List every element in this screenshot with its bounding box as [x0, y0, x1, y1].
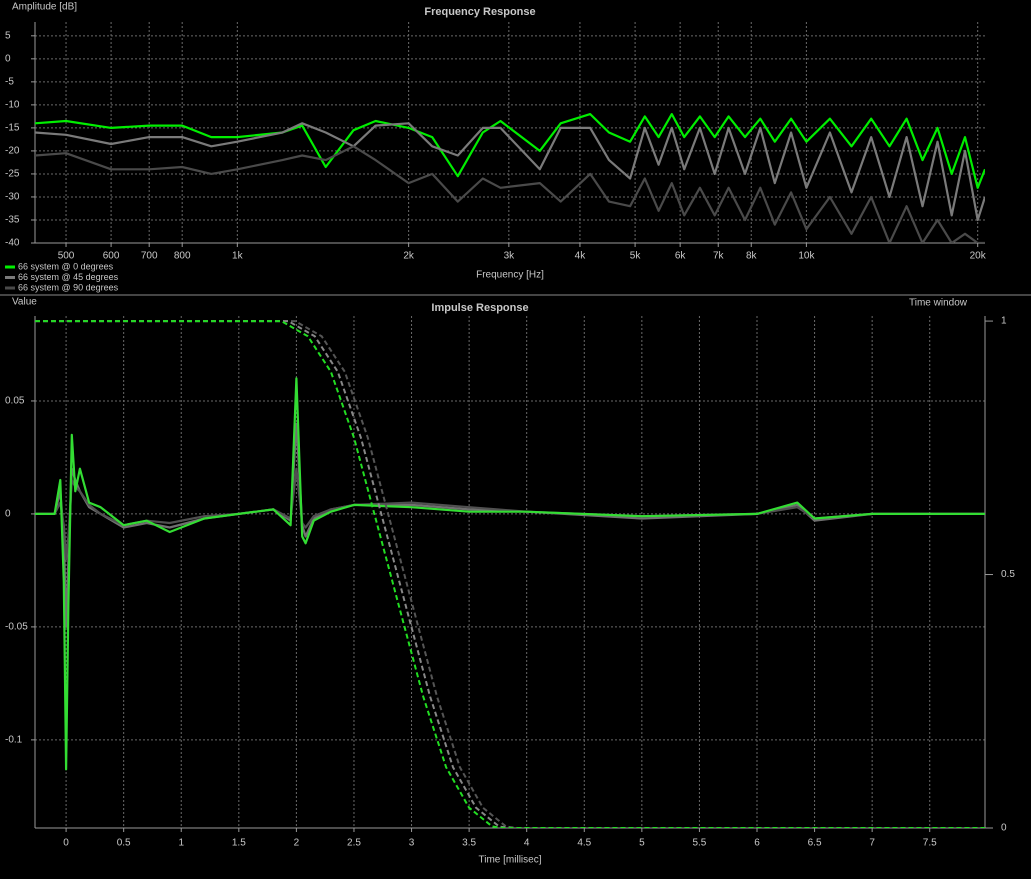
y-tick-label: 0.05: [5, 396, 25, 407]
legend-label: 66 system @ 45 degrees: [18, 272, 119, 282]
x-tick-label: 6: [754, 838, 760, 849]
y-tick-label: -0.05: [5, 622, 28, 633]
x-tick-label: 1: [178, 838, 184, 849]
series-line: [35, 320, 985, 828]
y-axis-label: Amplitude [dB]: [12, 2, 77, 13]
x-tick-label: 4.5: [577, 838, 591, 849]
x-axis-label: Time [millisec]: [479, 855, 542, 866]
x-tick-label: 4k: [575, 251, 587, 262]
y2-axis-label: Time window: [909, 298, 968, 309]
y2-tick-label: 0: [1001, 823, 1007, 834]
x-tick-label: 7: [869, 838, 875, 849]
x-tick-label: 8k: [746, 251, 758, 262]
x-tick-label: 0.5: [117, 838, 131, 849]
x-tick-label: 800: [174, 251, 191, 262]
x-tick-label: 3: [409, 838, 415, 849]
x-tick-label: 600: [103, 251, 120, 262]
y-tick-label: -25: [5, 169, 20, 180]
y-tick-label: -30: [5, 192, 20, 203]
x-tick-label: 7k: [713, 251, 725, 262]
x-axis-label: Frequency [Hz]: [476, 270, 544, 281]
y2-tick-label: 0.5: [1001, 569, 1015, 580]
y-tick-label: 0: [5, 53, 11, 64]
y-tick-label: -5: [5, 76, 14, 87]
legend-label: 66 system @ 90 degrees: [18, 282, 119, 292]
x-tick-label: 3.5: [462, 838, 476, 849]
x-tick-label: 2: [294, 838, 300, 849]
plot-area: [35, 320, 985, 828]
series-line: [35, 113, 985, 189]
series-line: [35, 320, 985, 828]
x-tick-label: 1.5: [232, 838, 246, 849]
x-tick-label: 1k: [232, 251, 244, 262]
legend-label: 66 system @ 0 degrees: [18, 261, 114, 271]
y-tick-label: -0.1: [5, 735, 23, 746]
x-tick-label: 6.5: [808, 838, 822, 849]
y-tick-label: -20: [5, 146, 20, 157]
y-axis-label: Value: [12, 297, 37, 308]
series-line: [35, 320, 985, 828]
y-tick-label: -15: [5, 123, 20, 134]
x-tick-label: 700: [141, 251, 158, 262]
y-tick-label: -10: [5, 100, 20, 111]
x-tick-label: 5: [639, 838, 645, 849]
series-line: [35, 122, 985, 222]
x-tick-label: 10k: [798, 251, 815, 262]
x-tick-label: 3k: [504, 251, 516, 262]
series-line: [35, 145, 985, 243]
chart-title: Frequency Response: [424, 6, 535, 18]
series-line: [35, 422, 985, 628]
series-line: [35, 377, 985, 771]
y2-tick-label: 1: [1001, 316, 1007, 327]
y-tick-label: 0: [5, 509, 11, 520]
x-tick-label: 5k: [630, 251, 642, 262]
x-tick-label: 5.5: [692, 838, 706, 849]
x-tick-label: 500: [58, 251, 75, 262]
x-tick-label: 6k: [675, 251, 687, 262]
x-tick-label: 20k: [970, 251, 987, 262]
series-line: [35, 467, 985, 561]
y-tick-label: 5: [5, 30, 11, 41]
x-tick-label: 0: [63, 838, 69, 849]
x-tick-label: 2k: [403, 251, 415, 262]
y-tick-label: -40: [5, 238, 20, 249]
y-tick-label: -35: [5, 215, 20, 226]
x-tick-label: 2.5: [347, 838, 361, 849]
x-tick-label: 7.5: [923, 838, 937, 849]
chart-title: Impulse Response: [431, 302, 528, 314]
x-tick-label: 4: [524, 838, 530, 849]
plot-area: [35, 113, 985, 243]
